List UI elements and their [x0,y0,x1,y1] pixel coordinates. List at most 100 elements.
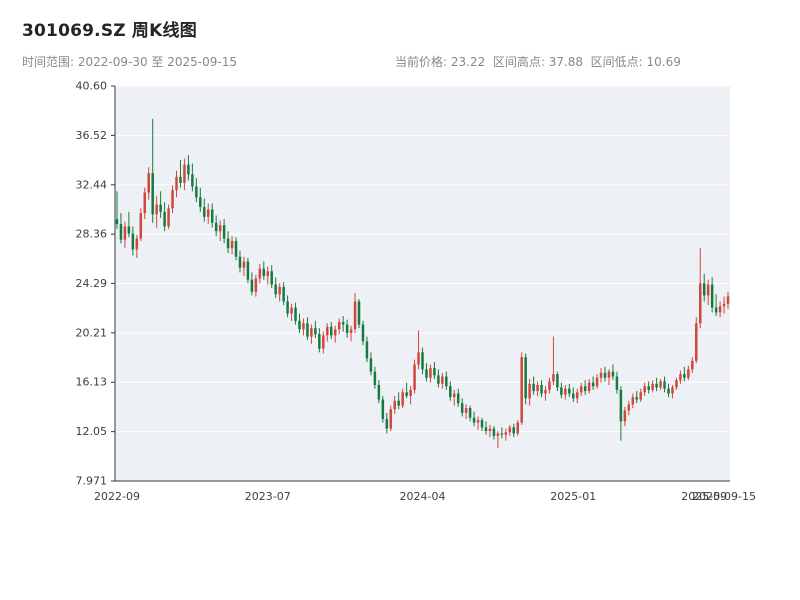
candle [218,225,222,232]
candle [468,408,472,418]
candle [480,420,484,428]
candles [115,118,730,449]
candle [691,360,694,370]
y-tick-label: 20.21 [76,326,108,339]
candle [385,418,389,429]
candle [214,222,218,232]
candle [353,301,357,330]
candle [151,173,154,215]
candle [663,381,666,389]
candle [579,386,583,393]
candle [710,284,714,308]
x-tick-label: 2025-09-15 [692,490,756,503]
candle [643,386,646,393]
price-stats-label: 当前价格: 23.22 区间高点: 37.88 区间低点: 10.69 [395,55,681,69]
candle [540,385,543,394]
candle [210,209,214,223]
candle [135,238,139,250]
candle [409,389,412,396]
candle [599,372,603,378]
candle [341,322,345,325]
candle [143,192,147,214]
candle [706,284,710,296]
candle [421,352,424,370]
candle [568,388,571,394]
candle [373,371,377,386]
y-tick-label: 40.60 [76,80,108,93]
candle [698,283,702,324]
candle [488,428,492,432]
candle [258,268,262,279]
candle [246,261,250,280]
candle [512,427,516,434]
y-tick-label: 7.971 [76,475,108,488]
candle [695,323,698,361]
candle [679,374,682,381]
candle [675,380,678,388]
x-tick-label: 2025-09 [681,490,727,503]
candle [322,335,325,349]
candle [623,410,627,422]
candle [587,382,591,392]
candle [195,186,198,198]
candle [667,388,670,394]
candle [365,341,369,359]
candle [492,428,496,436]
candle [456,393,460,404]
candle [278,286,281,295]
candle [349,329,353,333]
candle [413,364,416,390]
candle [171,190,174,209]
candle [615,376,619,390]
candle [536,385,539,392]
candle [333,329,337,336]
candle [187,164,190,175]
candle [310,328,313,337]
candle [445,376,448,387]
y-tick-label: 28.36 [76,228,108,241]
candle [290,307,293,314]
candle [159,204,162,212]
candle [452,393,456,398]
candle [425,369,428,378]
candle [397,400,400,406]
candle [607,371,611,378]
candle [687,369,690,378]
candle [619,389,623,422]
candle [139,213,143,239]
candle [500,433,504,435]
candle [127,226,131,234]
candle [460,403,464,413]
candle [314,328,317,335]
candle [524,357,527,399]
axis-spines [114,86,730,482]
candle [238,256,242,268]
candle [647,386,650,390]
candle [544,389,547,394]
x-tick-label: 2022-09 [94,490,140,503]
candle [635,397,639,400]
candle [484,427,488,432]
candle [183,164,186,183]
candle [552,374,555,382]
y-tick-label: 36.52 [76,129,108,142]
candle [306,323,309,337]
candle [671,387,674,394]
candle [591,382,595,387]
candle [449,386,452,398]
candle [302,323,305,330]
candle [572,393,575,399]
candle [266,271,270,277]
candle [504,432,508,435]
candle [429,368,432,378]
date-range-label: 时间范围: 2022-09-30 至 2025-09-15 [22,55,237,69]
candle [270,271,273,285]
candle [337,322,341,330]
y-tick-label: 12.05 [76,425,108,438]
candle [631,397,635,405]
candle [294,307,297,321]
y-tick-label: 32.44 [76,178,108,191]
